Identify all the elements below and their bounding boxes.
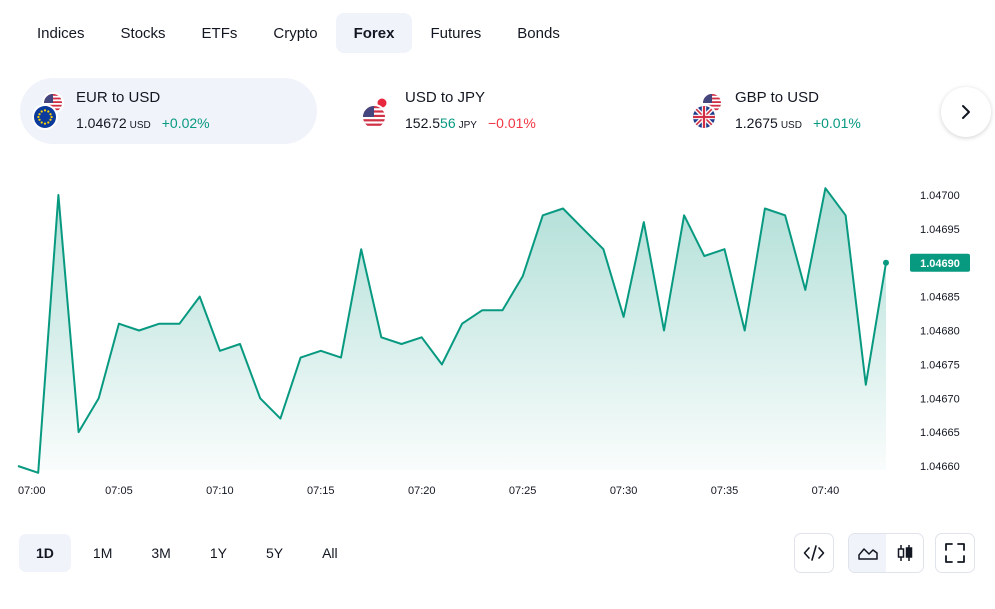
tab-futures[interactable]: Futures (430, 24, 482, 42)
x-tick-label: 07:05 (105, 485, 133, 497)
carousel-next-button[interactable] (941, 87, 991, 137)
ticker-unit: JPY (458, 120, 477, 131)
area-chart-button[interactable] (849, 534, 886, 572)
area-fill (18, 188, 886, 473)
market-tabs: Indices Stocks ETFs Crypto Forex Futures Bonds (19, 13, 578, 53)
embed-button[interactable] (794, 533, 834, 573)
y-axis: 1.04700 1.04695 1.04690 1.04685 1.04680 1.046… (920, 190, 960, 473)
x-tick-label: 07:25 (509, 485, 537, 497)
x-tick-label: 07:00 (18, 485, 46, 497)
ticker-quote: 1.2675 USD +0.01% (735, 115, 861, 131)
y-tick-label: 1.04660 (920, 461, 960, 473)
series-line (17, 187, 887, 474)
y-tick-label: 1.04695 (920, 224, 960, 236)
ticker-name: GBP to USD (735, 89, 819, 106)
y-tick-label: 1.04685 (920, 292, 960, 304)
last-price-label: 1.04690 (920, 258, 960, 270)
x-tick-label: 07:20 (408, 485, 436, 497)
x-axis: 07:00 07:05 07:10 07:15 07:20 07:25 07:30 07:35… (18, 485, 839, 497)
y-tick-label: 1.04680 (920, 326, 960, 338)
range-all[interactable]: All (322, 545, 338, 561)
code-icon (803, 545, 825, 561)
chevron-right-icon (962, 105, 970, 119)
ticker-name: EUR to USD (76, 89, 161, 106)
last-price-badge (910, 253, 970, 272)
ticker-quote: 152.556 JPY −0.01% (405, 115, 536, 131)
time-range-selector: 1D 1M 3M 1Y 5Y All (19, 534, 360, 572)
currency-pair-flags (361, 92, 397, 130)
ticker-name: USD to JPY (405, 89, 486, 106)
x-tick-label: 07:15 (307, 485, 335, 497)
ticker-change: +0.01% (812, 115, 861, 131)
range-1y[interactable]: 1Y (209, 545, 227, 561)
ticker-price: 152.556 (405, 115, 456, 131)
price-chart[interactable]: 1.04700 1.04695 1.04690 1.04685 1.04680 1.046… (0, 170, 995, 510)
area-chart-icon (857, 548, 878, 560)
y-tick-label: 1.04665 (920, 427, 960, 439)
ticker-card-eur-usd[interactable]: EUR to USD 1.04672 USD +0.02% (20, 78, 317, 144)
tab-forex[interactable]: Forex (335, 13, 413, 53)
ticker-carousel: EUR to USD 1.04672 USD +0.02% USD to JPY… (20, 78, 920, 144)
ticker-card-usd-jpy[interactable]: USD to JPY 152.556 JPY −0.01% (349, 78, 609, 144)
range-3m[interactable]: 3M (151, 545, 171, 561)
x-tick-label: 07:10 (206, 485, 234, 497)
fullscreen-icon (945, 543, 965, 563)
fullscreen-button[interactable] (935, 533, 975, 573)
chart-style-toggle (848, 533, 924, 573)
ticker-change: −0.01% (487, 115, 536, 131)
ticker-price: 1.04672 (76, 115, 127, 131)
ticker-change: +0.02% (161, 115, 210, 131)
y-tick-label: 1.04675 (920, 359, 960, 371)
tab-bonds[interactable]: Bonds (517, 24, 560, 42)
ticker-quote: 1.04672 USD +0.02% (76, 115, 210, 131)
range-5y[interactable]: 5Y (265, 545, 284, 561)
x-tick-label: 07:30 (610, 485, 638, 497)
uk-flag-icon (691, 104, 717, 130)
tab-stocks[interactable]: Stocks (120, 24, 166, 42)
us-flag-icon (361, 104, 387, 130)
ticker-unit: USD (780, 120, 802, 131)
y-tick-label: 1.04670 (920, 393, 960, 405)
range-1d[interactable]: 1D (19, 534, 71, 572)
x-tick-label: 07:40 (812, 485, 840, 497)
tab-indices[interactable]: Indices (37, 24, 85, 42)
last-point-dot (883, 259, 889, 266)
last-price-marker: 1.04690 (883, 253, 970, 272)
ticker-unit: USD (129, 120, 151, 131)
eu-flag-icon (32, 104, 58, 130)
tab-etfs[interactable]: ETFs (201, 24, 238, 42)
candlestick-icon (897, 545, 912, 561)
currency-pair-flags (691, 92, 727, 130)
tab-crypto[interactable]: Crypto (273, 24, 318, 42)
ticker-card-gbp-usd[interactable]: GBP to USD 1.2675 USD +0.01% (679, 78, 919, 144)
range-1m[interactable]: 1M (92, 545, 113, 561)
candlestick-chart-button[interactable] (886, 534, 923, 572)
currency-pair-flags (32, 92, 68, 130)
y-tick-label: 1.04700 (920, 190, 960, 202)
ticker-price: 1.2675 (735, 115, 778, 131)
x-tick-label: 07:35 (711, 485, 739, 497)
